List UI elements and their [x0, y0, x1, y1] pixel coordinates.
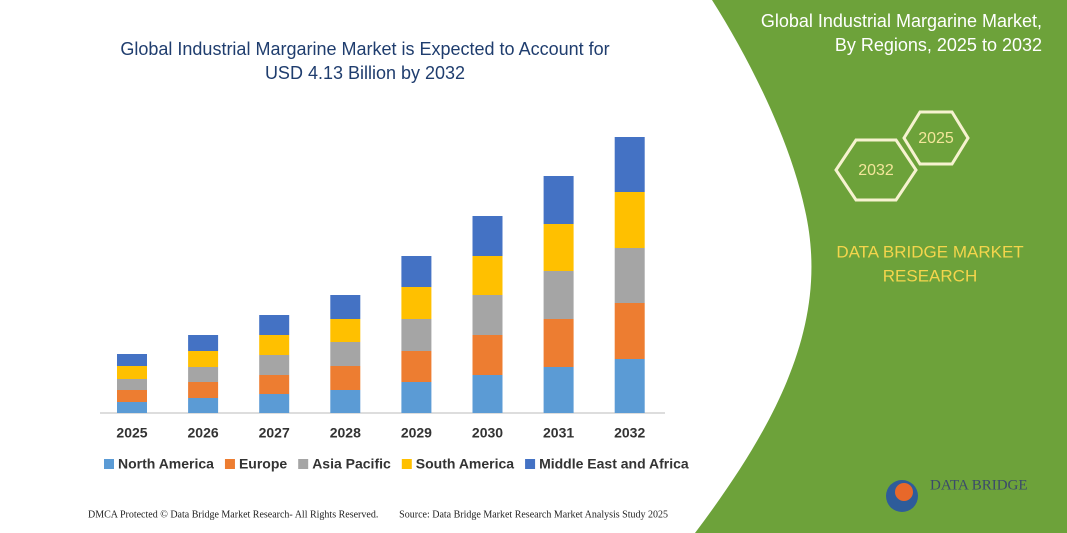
bar-segment	[543, 176, 574, 224]
bar-segment	[259, 394, 290, 413]
x-tick-label: 2032	[614, 425, 645, 441]
legend-label: North America	[118, 456, 214, 472]
bar-segment	[401, 351, 432, 382]
hexagon	[834, 138, 918, 202]
bar-segment	[401, 256, 432, 287]
bar-segment	[188, 382, 219, 398]
legend-label: South America	[416, 456, 514, 472]
green-panel	[695, 0, 1067, 533]
year-badge: 2025	[918, 130, 954, 147]
bar-segment	[614, 248, 645, 303]
bar-segment	[330, 319, 361, 342]
bar-segment	[614, 303, 645, 359]
bar-segment	[117, 354, 147, 366]
panel-title: Global Industrial Margarine Market,	[761, 11, 1042, 31]
bar-segment	[614, 359, 645, 413]
bar-segment	[259, 335, 290, 355]
bar-segment	[614, 137, 645, 192]
bar-segment	[472, 295, 503, 335]
legend-label: Asia Pacific	[312, 456, 391, 472]
logo-text: DATA BRIDGE	[930, 477, 1028, 493]
x-tick-label: 2029	[401, 425, 432, 441]
legend-swatch	[525, 459, 536, 469]
bar-segment	[188, 367, 219, 382]
bar-segment	[117, 379, 147, 390]
bar-segment	[259, 375, 290, 394]
x-tick-label: 2031	[543, 425, 574, 441]
brand-text: DATA BRIDGE MARKET	[836, 242, 1023, 261]
bar-segment	[543, 224, 574, 271]
bar-segment	[330, 366, 361, 390]
brand-text: RESEARCH	[883, 266, 977, 285]
legend-label: Europe	[239, 456, 287, 472]
x-tick-label: 2025	[116, 425, 147, 441]
x-tick-label: 2030	[472, 425, 503, 441]
legend-swatch	[224, 459, 235, 469]
bar-segment	[330, 342, 361, 366]
bar-segment	[472, 375, 503, 413]
bar-segment	[543, 319, 574, 367]
x-tick-label: 2027	[259, 425, 290, 441]
bar-segment	[117, 366, 147, 379]
bar-segment	[472, 256, 503, 295]
x-tick-label: 2028	[330, 425, 361, 441]
bar-segment	[401, 319, 432, 351]
bar-segment	[330, 390, 361, 413]
panel-title: By Regions, 2025 to 2032	[835, 35, 1042, 55]
bar-segment	[543, 367, 574, 413]
logo-icon	[895, 483, 913, 501]
bar-segment	[188, 335, 219, 351]
bar-segment	[330, 295, 361, 319]
bar-segment	[188, 398, 219, 413]
legend-swatch	[401, 459, 412, 469]
bar-segment	[401, 382, 432, 413]
bar-segment	[472, 335, 503, 375]
bar-segment	[543, 271, 574, 319]
year-badge: 2032	[858, 162, 894, 179]
bar-segment	[188, 351, 219, 367]
legend-swatch	[104, 459, 114, 469]
bar-segment	[117, 390, 147, 402]
chart-title: Global Industrial Margarine Market is Ex…	[120, 39, 609, 59]
footer-right: Source: Data Bridge Market Research Mark…	[399, 509, 668, 520]
bar-segment	[259, 355, 290, 375]
hexagon	[902, 110, 970, 166]
x-tick-label: 2026	[188, 425, 219, 441]
legend-label: Middle East and Africa	[539, 456, 689, 472]
bar-segment	[401, 287, 432, 319]
legend-swatch	[298, 459, 309, 469]
chart-title: USD 4.13 Billion by 2032	[265, 63, 465, 83]
bar-segment	[259, 315, 290, 335]
bar-segment	[117, 402, 147, 413]
footer-left: DMCA Protected © Data Bridge Market Rese…	[88, 509, 378, 520]
bar-segment	[614, 192, 645, 248]
bar-segment	[472, 216, 503, 256]
